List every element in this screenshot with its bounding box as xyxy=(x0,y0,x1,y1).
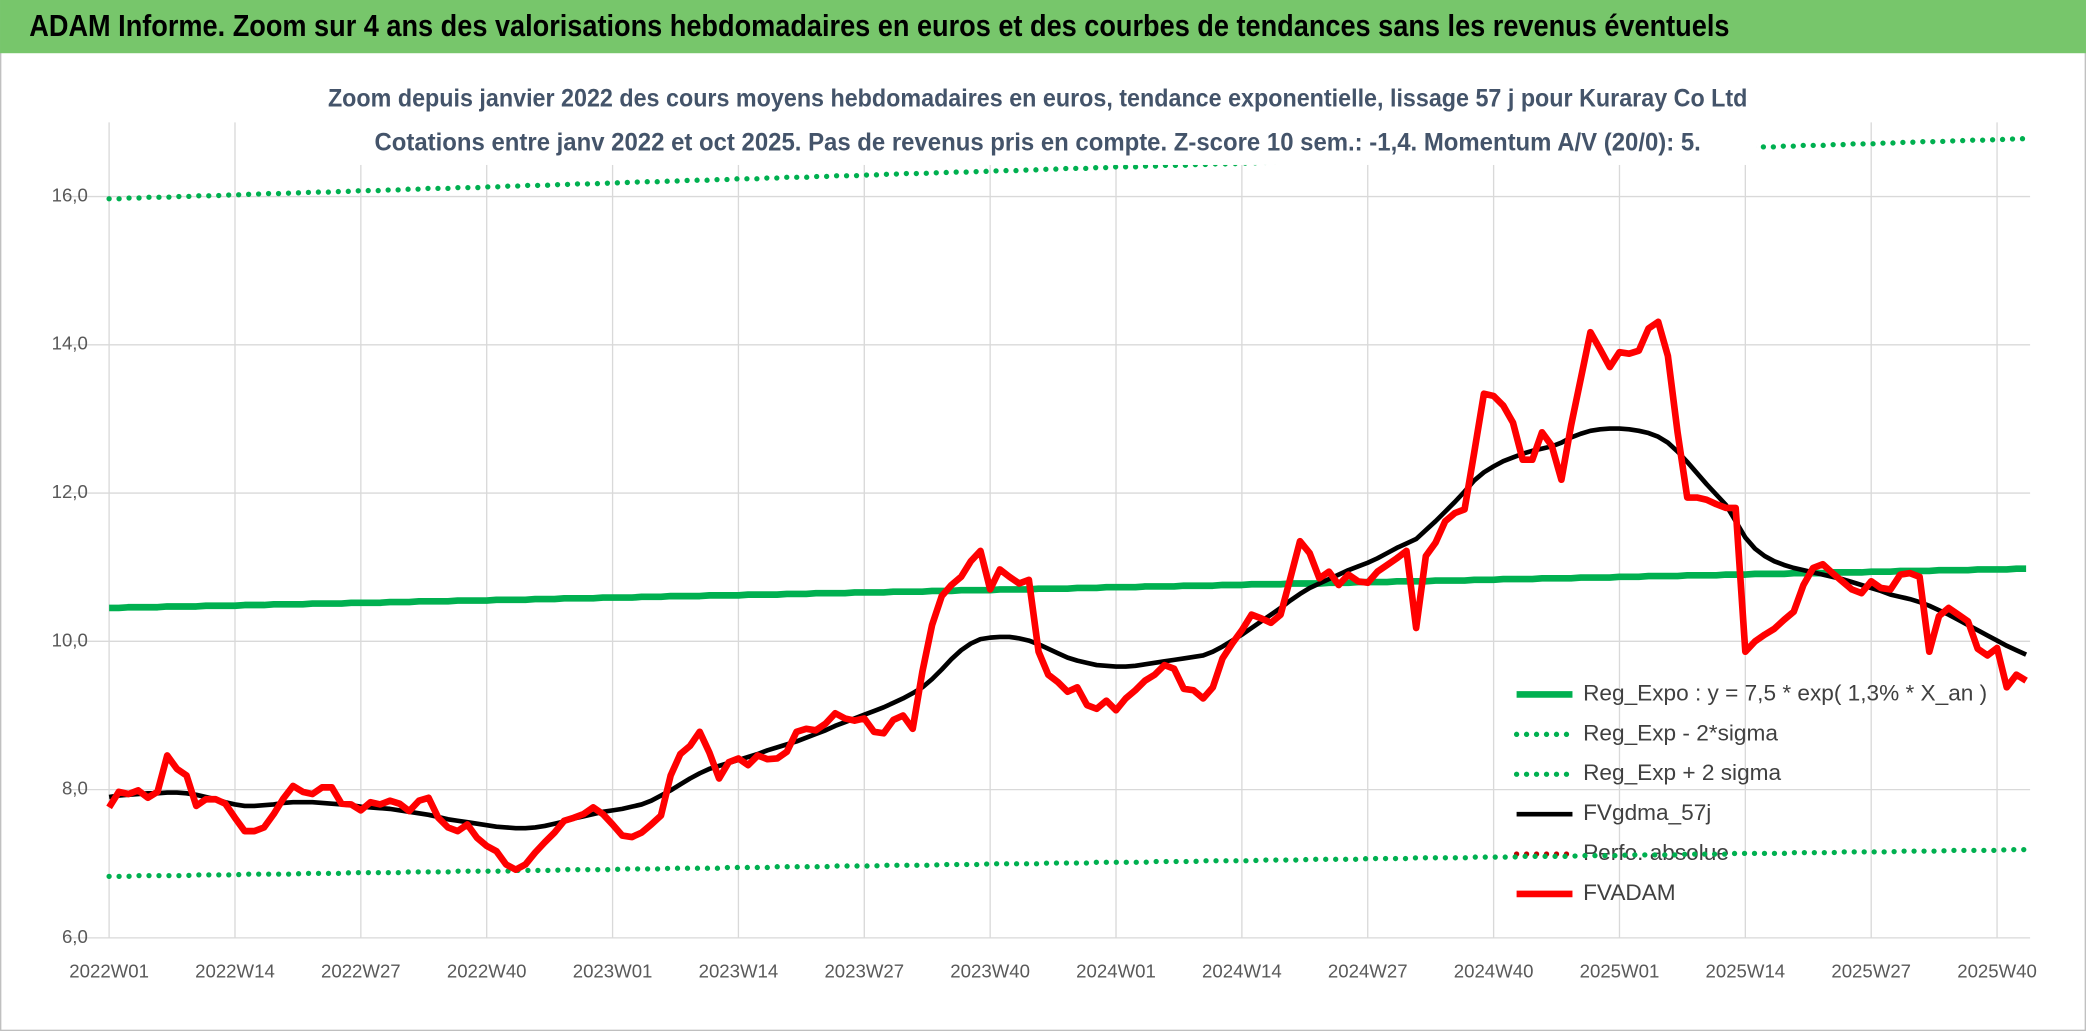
series-line xyxy=(109,565,2027,612)
legend-label: Reg_Expo : y = 7,5 * exp( 1,3% * X_an ) xyxy=(1583,680,1987,705)
x-tick-label: 2023W40 xyxy=(950,960,1030,981)
x-tick-label: 2023W27 xyxy=(824,960,904,981)
series-line xyxy=(106,318,2028,873)
y-tick-label: 12,0 xyxy=(52,481,88,502)
header-title: ADAM Informe. Zoom sur 4 ans des valoris… xyxy=(29,9,1729,43)
x-tick-label: 2025W40 xyxy=(1957,960,2037,981)
series-line xyxy=(106,136,2029,202)
x-tick-label: 2025W01 xyxy=(1580,960,1660,981)
x-tick-label: 2024W14 xyxy=(1202,960,1282,981)
x-tick-label: 2024W27 xyxy=(1328,960,1408,981)
legend-label: FVADAM xyxy=(1583,880,1676,905)
y-tick-label: 10,0 xyxy=(52,629,88,650)
x-tick-label: 2022W01 xyxy=(69,960,149,981)
title-box xyxy=(313,77,1757,165)
header-band xyxy=(0,0,2086,54)
x-tick-label: 2022W40 xyxy=(447,960,527,981)
x-tick-label: 2023W14 xyxy=(699,960,779,981)
x-tick-label: 2022W14 xyxy=(195,960,275,981)
x-tick-label: 2024W01 xyxy=(1076,960,1156,981)
x-tick-label: 2025W27 xyxy=(1831,960,1911,981)
y-tick-label: 8,0 xyxy=(62,778,88,799)
x-tick-label: 2024W40 xyxy=(1454,960,1534,981)
x-tick-label: 2023W01 xyxy=(573,960,653,981)
chart-subtitle: Cotations entre janv 2022 et oct 2025. P… xyxy=(375,128,1701,156)
lines xyxy=(106,136,2029,880)
x-tick-label: 2022W27 xyxy=(321,960,401,981)
y-tick-label: 16,0 xyxy=(52,184,88,205)
series-line xyxy=(108,426,2028,831)
legend-label: Reg_Exp - 2*sigma xyxy=(1583,720,1778,745)
legend-label: FVgdma_57j xyxy=(1583,800,1711,825)
grid: 6,0 8,0 10,0 12,0 14,0 16,0 2022W01 2022W14 2022… xyxy=(52,122,2037,981)
x-tick-label: 2025W14 xyxy=(1706,960,1786,981)
legend-label: Reg_Exp + 2 sigma xyxy=(1583,760,1781,785)
chart-title: Zoom depuis janvier 2022 des cours moyen… xyxy=(328,84,1747,112)
y-tick-label: 6,0 xyxy=(62,926,88,947)
y-tick-label: 14,0 xyxy=(52,333,88,354)
series-line xyxy=(106,846,2029,880)
